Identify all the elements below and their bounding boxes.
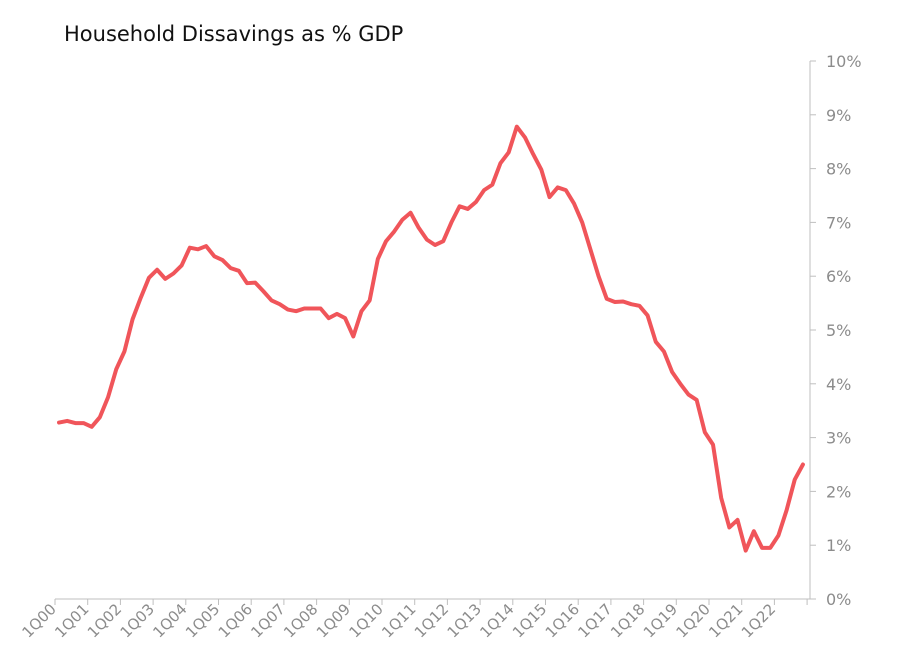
x-tick-label: 1Q15 <box>509 600 550 641</box>
x-tick-label: 1Q19 <box>640 600 681 641</box>
y-tick-label: 0% <box>826 590 851 609</box>
x-tick-label: 1Q03 <box>117 600 158 641</box>
x-tick-label: 1Q21 <box>705 600 746 641</box>
series-line-0 <box>57 124 805 553</box>
x-tick-label: 1Q20 <box>673 600 714 641</box>
x-tick-label: 1Q01 <box>51 600 92 641</box>
y-tick-label: 10% <box>826 52 862 71</box>
x-tick-label: 1Q17 <box>574 600 615 641</box>
x-tick-label: 1Q07 <box>247 600 288 641</box>
series-layer <box>57 124 805 553</box>
x-axis-ticks: 1Q001Q011Q021Q031Q041Q051Q061Q071Q081Q09… <box>19 599 808 641</box>
y-tick-label: 2% <box>826 482 851 501</box>
y-tick-label: 3% <box>826 429 851 448</box>
x-tick-label: 1Q13 <box>444 600 485 641</box>
chart-title: Household Dissavings as % GDP <box>64 22 404 46</box>
x-tick-label: 1Q14 <box>476 600 517 641</box>
x-tick-label: 1Q02 <box>84 600 125 641</box>
y-tick-label: 9% <box>826 106 851 125</box>
y-tick-label: 1% <box>826 536 851 555</box>
y-tick-label: 5% <box>826 321 851 340</box>
x-tick-label: 1Q10 <box>346 600 387 641</box>
x-tick-label: 1Q12 <box>411 600 452 641</box>
x-tick-label: 1Q05 <box>182 600 223 641</box>
x-tick-label: 1Q18 <box>607 600 648 641</box>
x-tick-label: 1Q09 <box>313 600 354 641</box>
y-tick-label: 4% <box>826 375 851 394</box>
y-tick-label: 6% <box>826 267 851 286</box>
x-tick-label: 1Q06 <box>215 600 256 641</box>
y-tick-label: 7% <box>826 213 851 232</box>
y-axis-ticks: 0% 1% 2% 3% 4% 5% 6% 7% 8% 9% 10% <box>810 52 862 609</box>
x-tick-label: 1Q11 <box>378 600 419 641</box>
x-tick-label: 1Q04 <box>149 600 190 641</box>
x-tick-label: 1Q22 <box>738 600 779 641</box>
x-tick-label: 1Q08 <box>280 600 321 641</box>
x-tick-label: 1Q16 <box>542 600 583 641</box>
y-tick-label: 8% <box>826 160 851 179</box>
x-tick-label: 1Q00 <box>19 600 60 641</box>
